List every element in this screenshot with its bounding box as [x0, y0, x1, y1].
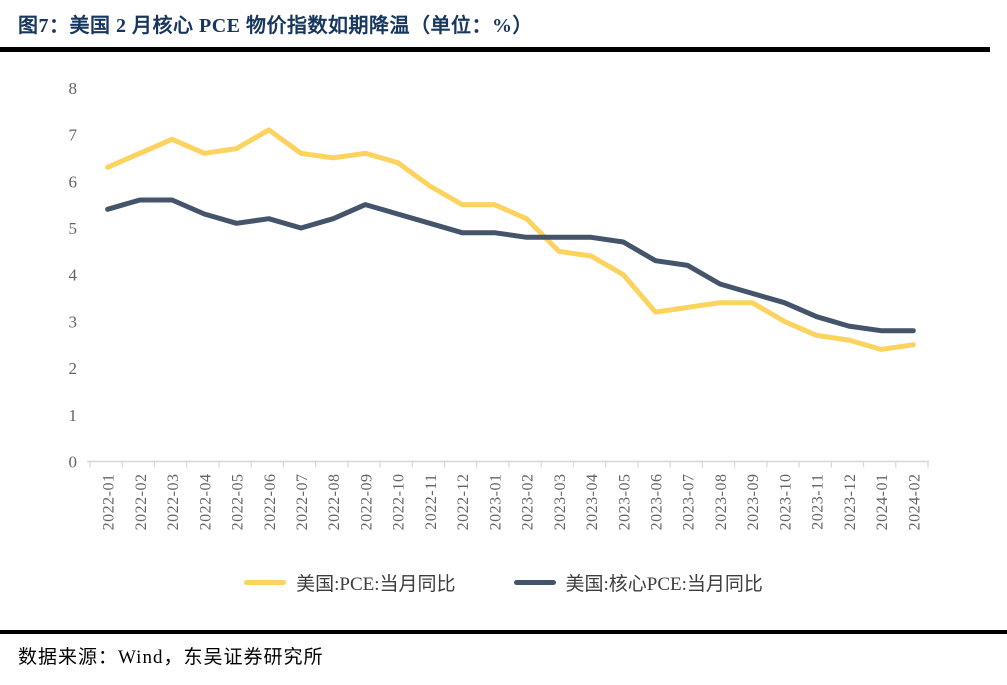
- x-tick-label: 2023-09: [745, 474, 762, 531]
- legend-label-core-pce: 美国:核心PCE:当月同比: [565, 574, 763, 595]
- y-tick-label: 5: [69, 219, 78, 238]
- x-tick-label: 2022-12: [455, 474, 472, 531]
- x-tick-label: 2022-10: [391, 474, 408, 531]
- y-tick-label: 2: [69, 359, 78, 378]
- x-tick-label: 2022-03: [165, 474, 182, 531]
- legend-label-pce: 美国:PCE:当月同比: [296, 574, 456, 595]
- x-tick-label: 2024-01: [874, 474, 891, 531]
- series-line-pce: [105, 127, 916, 352]
- x-tick-label: 2022-05: [230, 474, 247, 531]
- x-tick-label: 2023-10: [777, 474, 794, 531]
- source-note: 数据来源：Wind，东吴证券研究所: [18, 647, 324, 668]
- y-tick-label: 8: [69, 79, 78, 98]
- x-tick-label: 2023-08: [713, 474, 730, 531]
- x-tick-label: 2022-06: [262, 474, 279, 531]
- legend-item-pce: 美国:PCE:当月同比: [244, 569, 456, 596]
- title-divider: [0, 47, 990, 52]
- x-tick-label: 2023-03: [552, 474, 569, 531]
- x-tick-label: 2023-07: [681, 474, 698, 531]
- chart-legend: 美国:PCE:当月同比 美国:核心PCE:当月同比: [0, 569, 1007, 596]
- x-tick-label: 2022-11: [423, 474, 440, 530]
- y-tick-label: 3: [69, 312, 78, 331]
- x-tick-label: 2023-11: [810, 474, 827, 530]
- y-tick-label: 1: [69, 406, 78, 425]
- x-tick-label: 2022-01: [101, 474, 118, 531]
- x-tick-label: 2022-02: [133, 474, 150, 531]
- y-tick-label: 7: [69, 126, 78, 145]
- footer-divider: [0, 630, 1007, 634]
- x-tick-label: 2022-07: [294, 474, 311, 531]
- y-tick-label: 6: [69, 172, 78, 191]
- figure-title: 图7：美国 2 月核心 PCE 物价指数如期降温（单位：%）: [18, 15, 533, 37]
- x-tick-label: 2023-06: [649, 474, 666, 531]
- legend-line-swatch-pce: [244, 580, 287, 585]
- x-tick-label: 2022-09: [358, 474, 375, 531]
- x-tick-label: 2023-02: [520, 474, 537, 531]
- legend-item-core-pce: 美国:核心PCE:当月同比: [513, 569, 763, 596]
- x-tick-label: 2022-08: [326, 474, 343, 531]
- x-tick-label: 2023-05: [616, 474, 633, 531]
- x-tick-label: 2023-04: [584, 474, 601, 531]
- x-tick-label: 2022-04: [197, 474, 214, 531]
- x-tick-label: 2023-12: [842, 474, 859, 531]
- x-tick-label: 2023-01: [487, 474, 504, 531]
- legend-line-swatch-core-pce: [513, 580, 556, 585]
- x-tick-label: 2024-02: [906, 474, 923, 531]
- y-tick-label: 4: [69, 266, 78, 285]
- y-tick-label: 0: [69, 453, 78, 472]
- series-line-core-pce: [105, 197, 916, 334]
